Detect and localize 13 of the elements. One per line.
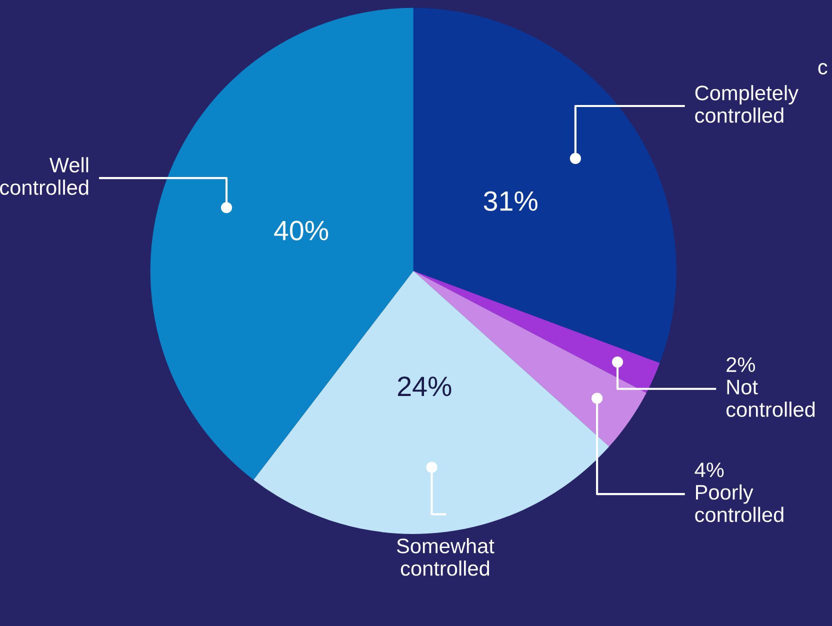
slice-label: Poorly controlled xyxy=(695,484,784,522)
data-label: 40% xyxy=(274,220,328,240)
slice-label: Well controlled xyxy=(0,157,88,195)
slice-label: Completely controlled xyxy=(695,85,798,123)
data-label: 31% xyxy=(484,191,538,211)
slice-label: Somewhat controlled xyxy=(396,538,494,576)
pie-slice xyxy=(413,8,676,364)
slice-label: Not controlled xyxy=(726,380,815,417)
text: c xyxy=(818,63,828,74)
data-label: 4% xyxy=(694,462,724,478)
data-label: 24% xyxy=(398,376,452,396)
pie-slice xyxy=(254,270,610,534)
data-label: 2% xyxy=(726,357,755,372)
